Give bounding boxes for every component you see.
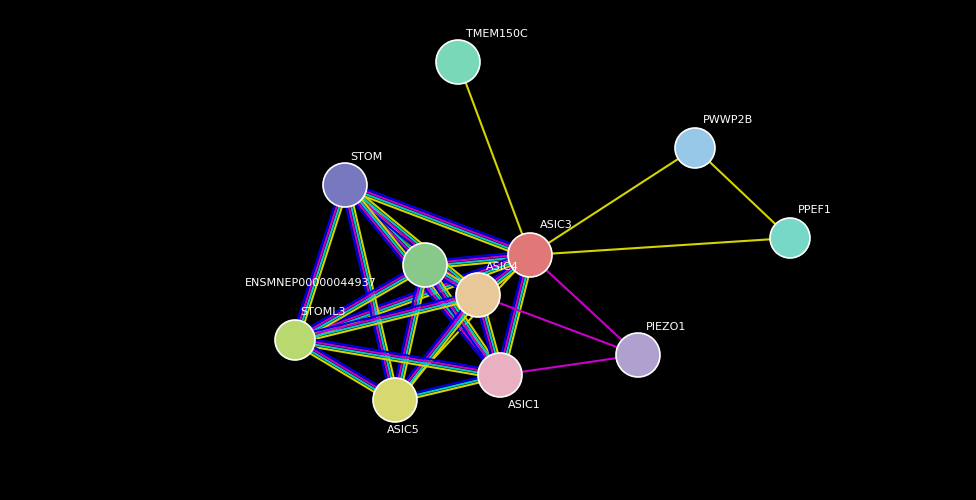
- Text: ASIC4: ASIC4: [486, 262, 519, 272]
- Text: PIEZO1: PIEZO1: [646, 322, 686, 332]
- Circle shape: [675, 128, 715, 168]
- Text: PPEF1: PPEF1: [798, 205, 832, 215]
- Text: PWWP2B: PWWP2B: [703, 115, 753, 125]
- Circle shape: [770, 218, 810, 258]
- Text: STOML3: STOML3: [300, 307, 346, 317]
- Circle shape: [275, 320, 315, 360]
- Circle shape: [508, 233, 552, 277]
- Circle shape: [373, 378, 417, 422]
- Circle shape: [616, 333, 660, 377]
- Circle shape: [456, 273, 500, 317]
- Text: ENSMNEP00000044937: ENSMNEP00000044937: [245, 278, 377, 288]
- Circle shape: [478, 353, 522, 397]
- Circle shape: [436, 40, 480, 84]
- Text: STOM: STOM: [350, 152, 383, 162]
- Text: ASIC5: ASIC5: [387, 425, 420, 435]
- Circle shape: [403, 243, 447, 287]
- Text: ASIC3: ASIC3: [540, 220, 573, 230]
- Text: TMEM150C: TMEM150C: [466, 29, 528, 39]
- Circle shape: [323, 163, 367, 207]
- Text: ASIC1: ASIC1: [508, 400, 541, 410]
